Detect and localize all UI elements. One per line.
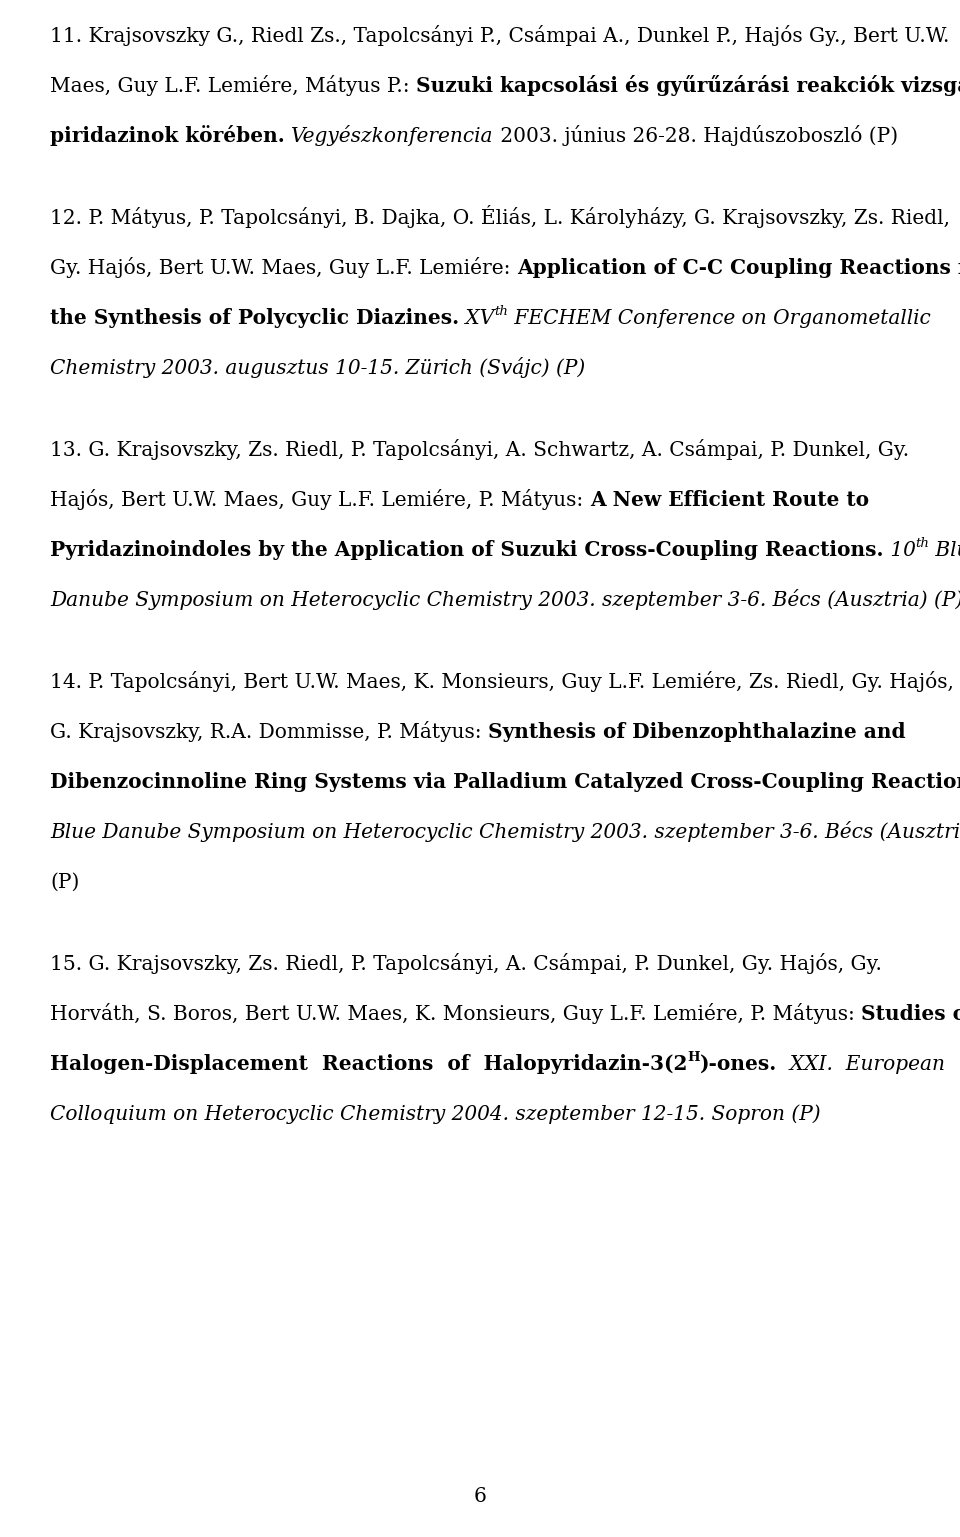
Text: Blue: Blue bbox=[929, 541, 960, 559]
Text: )-ones.: )-ones. bbox=[700, 1054, 778, 1074]
Text: 13. G. Krajsovszky, Zs. Riedl, P. Tapolcsányi, A. Schwartz, A. Csámpai, P. Dunke: 13. G. Krajsovszky, Zs. Riedl, P. Tapolc… bbox=[50, 440, 909, 460]
Text: Vegyészkonferencia: Vegyészkonferencia bbox=[291, 124, 493, 146]
Text: 12. P. Mátyus, P. Tapolcsányi, B. Dajka, O. Éliás, L. Károlyházy, G. Krajsovszky: 12. P. Mátyus, P. Tapolcsányi, B. Dajka,… bbox=[50, 204, 950, 227]
Text: European: European bbox=[833, 1054, 946, 1074]
Text: (P): (P) bbox=[50, 873, 80, 891]
Text: 2003. június 26-28. Hajdúszoboszló (P): 2003. június 26-28. Hajdúszoboszló (P) bbox=[493, 124, 898, 146]
Text: piridazinok körében.: piridazinok körében. bbox=[50, 124, 285, 146]
Text: FECHEM Conference on Organometallic: FECHEM Conference on Organometallic bbox=[508, 309, 931, 327]
Text: the Synthesis of Polycyclic Diazines.: the Synthesis of Polycyclic Diazines. bbox=[50, 307, 459, 327]
Text: Suzuki kapcsolási és gyűrűzárási reakciók vizsgálata: Suzuki kapcsolási és gyűrűzárási reakció… bbox=[416, 75, 960, 95]
Text: Studies of: Studies of bbox=[861, 1004, 960, 1024]
Text: Chemistry 2003. augusztus 10-15. Zürich (Svájc) (P): Chemistry 2003. augusztus 10-15. Zürich … bbox=[50, 357, 586, 378]
Text: Application of C-C Coupling Reactions for: Application of C-C Coupling Reactions fo… bbox=[516, 258, 960, 278]
Text: Hajós, Bert U.W. Maes, Guy L.F. Lemiére, P. Mátyus:: Hajós, Bert U.W. Maes, Guy L.F. Lemiére,… bbox=[50, 489, 589, 510]
Text: 10: 10 bbox=[883, 541, 916, 559]
Text: 6: 6 bbox=[473, 1486, 487, 1506]
Text: Blue Danube Symposium on Heterocyclic Chemistry 2003. szeptember 3-6. Bécs (Ausz: Blue Danube Symposium on Heterocyclic Ch… bbox=[50, 821, 960, 842]
Text: 11. Krajsovszky G., Riedl Zs., Tapolcsányi P., Csámpai A., Dunkel P., Hajós Gy.,: 11. Krajsovszky G., Riedl Zs., Tapolcsán… bbox=[50, 25, 949, 46]
Text: Gy. Hajós, Bert U.W. Maes, Guy L.F. Lemiére:: Gy. Hajós, Bert U.W. Maes, Guy L.F. Lemi… bbox=[50, 257, 516, 278]
Text: H: H bbox=[687, 1051, 700, 1064]
Text: th: th bbox=[494, 304, 508, 318]
Text: Halogen-Displacement  Reactions  of  Halopyridazin-3(2: Halogen-Displacement Reactions of Halopy… bbox=[50, 1054, 687, 1074]
Text: Maes, Guy L.F. Lemiére, Mátyus P.:: Maes, Guy L.F. Lemiére, Mátyus P.: bbox=[50, 75, 416, 95]
Text: 15. G. Krajsovszky, Zs. Riedl, P. Tapolcsányi, A. Csámpai, P. Dunkel, Gy. Hajós,: 15. G. Krajsovszky, Zs. Riedl, P. Tapolc… bbox=[50, 953, 882, 974]
Text: Danube Symposium on Heterocyclic Chemistry 2003. szeptember 3-6. Bécs (Ausztria): Danube Symposium on Heterocyclic Chemist… bbox=[50, 589, 960, 610]
Text: A New Efficient Route to: A New Efficient Route to bbox=[589, 490, 869, 510]
Text: Pyridazinoindoles by the Application of Suzuki Cross-Coupling Reactions.: Pyridazinoindoles by the Application of … bbox=[50, 539, 883, 559]
Text: XXI.: XXI. bbox=[778, 1054, 833, 1074]
Text: 14. P. Tapolcsányi, Bert U.W. Maes, K. Monsieurs, Guy L.F. Lemiére, Zs. Riedl, G: 14. P. Tapolcsányi, Bert U.W. Maes, K. M… bbox=[50, 672, 954, 692]
Text: G. Krajsovszky, R.A. Dommisse, P. Mátyus:: G. Krajsovszky, R.A. Dommisse, P. Mátyus… bbox=[50, 721, 488, 742]
Text: th: th bbox=[916, 536, 929, 550]
Text: Horváth, S. Boros, Bert U.W. Maes, K. Monsieurs, Guy L.F. Lemiére, P. Mátyus:: Horváth, S. Boros, Bert U.W. Maes, K. Mo… bbox=[50, 1004, 861, 1024]
Text: Dibenzocinnoline Ring Systems via Palladium Catalyzed Cross-Coupling Reactions.: Dibenzocinnoline Ring Systems via Pallad… bbox=[50, 772, 960, 792]
Text: Colloquium on Heterocyclic Chemistry 2004. szeptember 12-15. Sopron (P): Colloquium on Heterocyclic Chemistry 200… bbox=[50, 1105, 821, 1124]
Text: Synthesis of Dibenzophthalazine and: Synthesis of Dibenzophthalazine and bbox=[488, 722, 905, 742]
Text: XV: XV bbox=[459, 309, 494, 327]
